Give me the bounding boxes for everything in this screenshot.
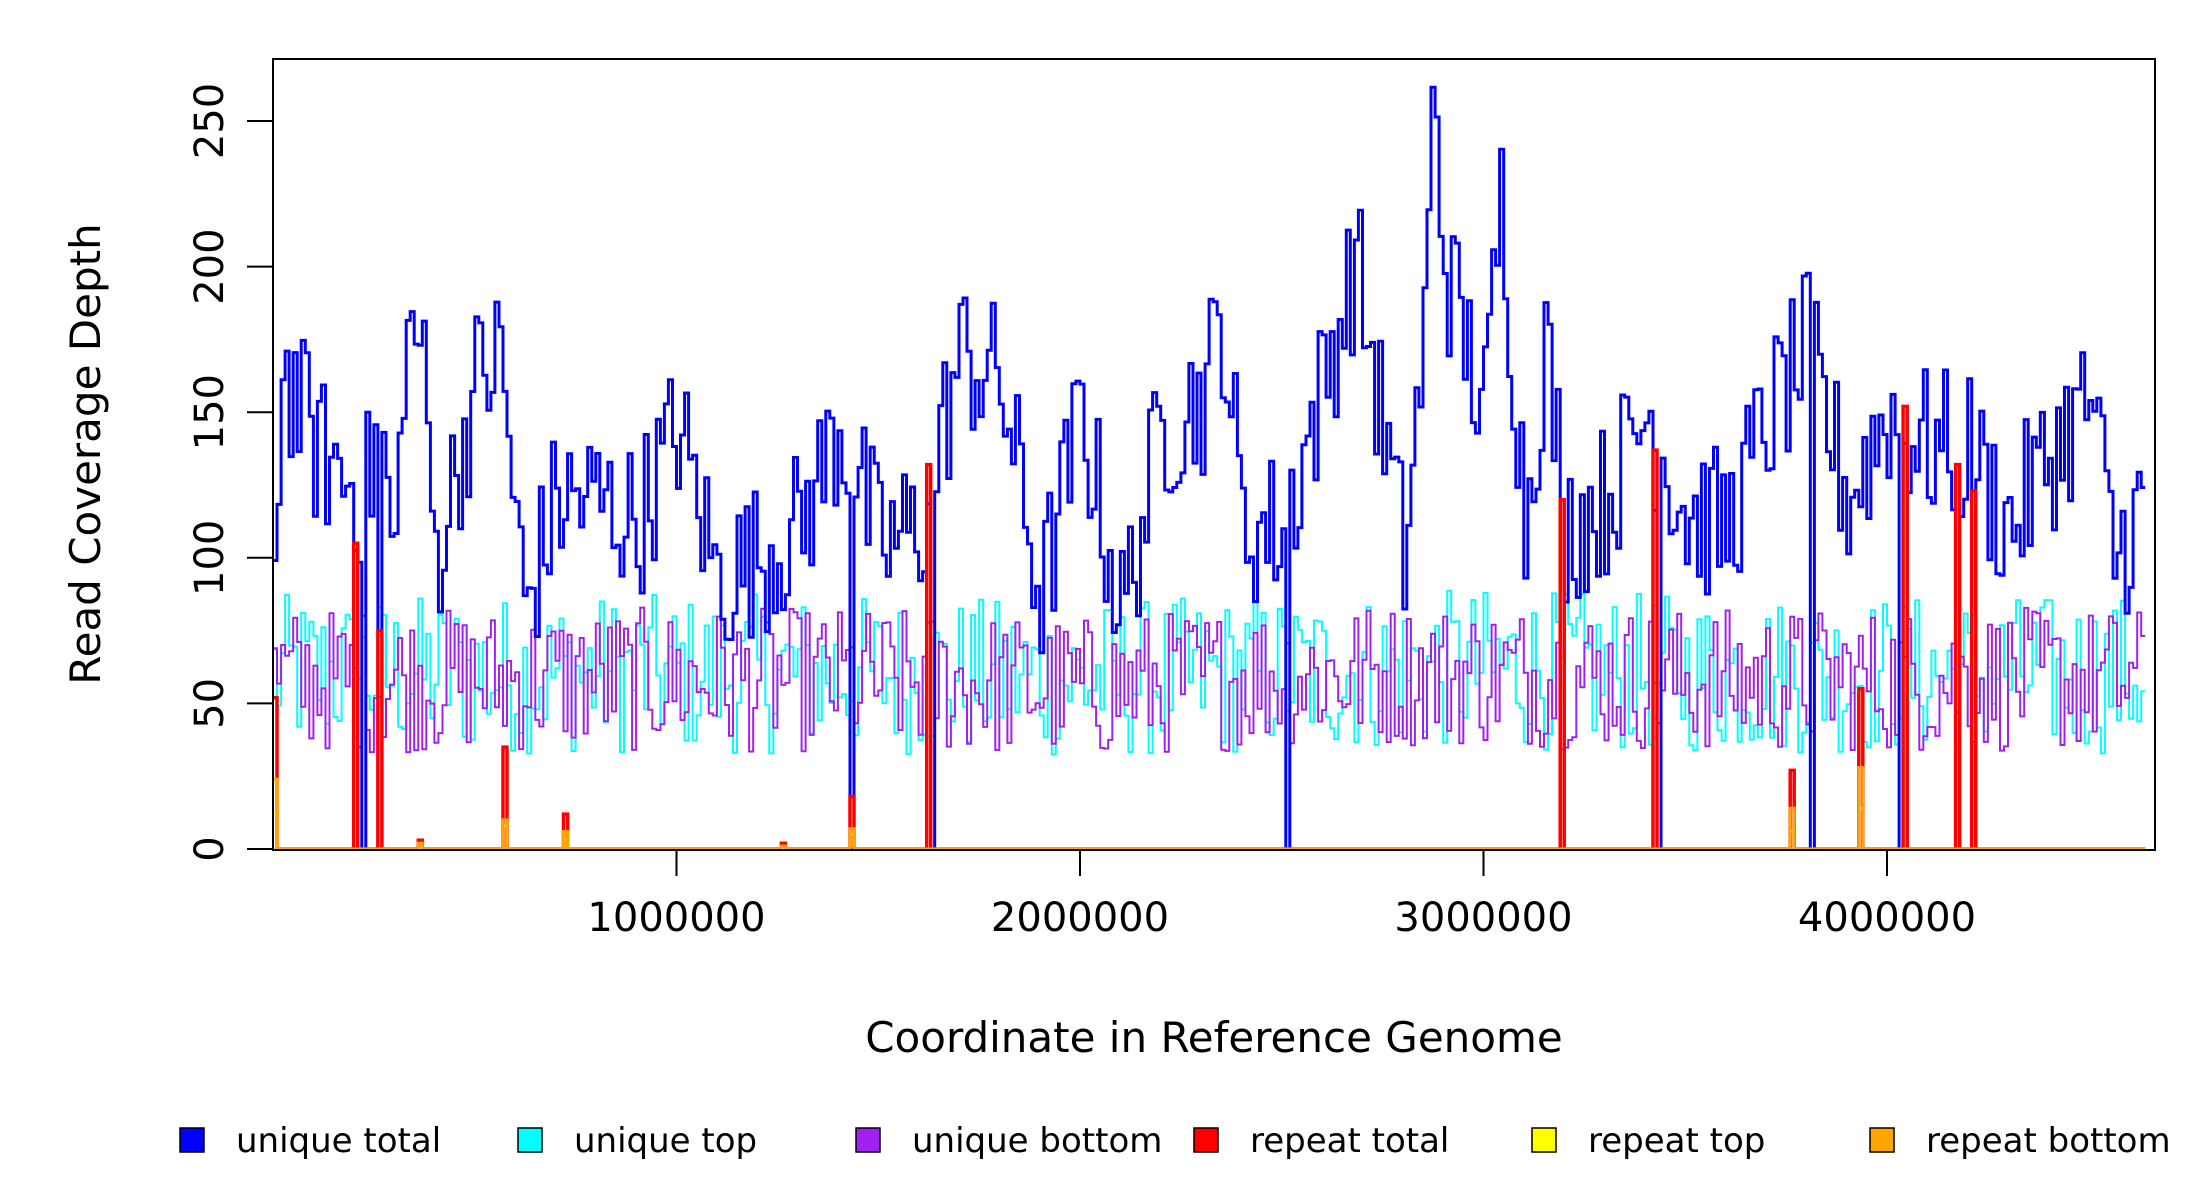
legend-swatch bbox=[179, 1127, 205, 1153]
series-unique-total bbox=[273, 85, 2146, 851]
y-tick-label: 0 bbox=[187, 836, 233, 861]
x-tick-label: 1000000 bbox=[587, 895, 765, 941]
series-layer bbox=[273, 85, 2146, 851]
x-axis-title: Coordinate in Reference Genome bbox=[865, 1013, 1563, 1062]
legend-swatch bbox=[1531, 1127, 1557, 1153]
legend-swatch bbox=[855, 1127, 881, 1153]
legend-item-repeat-bottom: repeat bottom bbox=[1869, 1121, 2171, 1161]
x-tick-label: 4000000 bbox=[1798, 895, 1976, 941]
series-unique-bottom bbox=[273, 606, 2146, 754]
legend-swatch bbox=[1869, 1127, 1895, 1153]
legend-swatch bbox=[1193, 1127, 1219, 1153]
legend-swatch bbox=[517, 1127, 543, 1153]
x-tick-label: 3000000 bbox=[1394, 895, 1572, 941]
legend-label: repeat bottom bbox=[1926, 1121, 2171, 1161]
legend-item-repeat-top: repeat top bbox=[1531, 1121, 1765, 1161]
y-axis-title: Read Coverage Depth bbox=[61, 223, 110, 684]
legend-item-repeat-total: repeat total bbox=[1193, 1121, 1449, 1161]
y-tick-label: 100 bbox=[187, 520, 233, 596]
legend-label: unique top bbox=[574, 1121, 757, 1161]
legend-label: repeat total bbox=[1250, 1121, 1449, 1161]
legend-item-unique-bottom: unique bottom bbox=[855, 1121, 1162, 1161]
legend-item-unique-top: unique top bbox=[517, 1121, 757, 1161]
legend: unique total unique top unique bottom repea… bbox=[179, 1121, 2171, 1161]
y-tick-label: 200 bbox=[187, 228, 233, 304]
x-tick-label: 2000000 bbox=[991, 895, 1169, 941]
legend-label: unique total bbox=[236, 1121, 441, 1161]
y-tick-label: 250 bbox=[187, 83, 233, 159]
y-axis: 0 50 100 150 200 250 bbox=[187, 83, 274, 862]
legend-label: repeat top bbox=[1588, 1121, 1765, 1161]
legend-label: unique bottom bbox=[912, 1121, 1162, 1161]
x-axis: 1000000 2000000 3000000 4000000 bbox=[587, 849, 1976, 941]
y-tick-label: 50 bbox=[187, 678, 233, 729]
legend-item-unique-total: unique total bbox=[179, 1121, 441, 1161]
y-tick-label: 150 bbox=[187, 374, 233, 450]
